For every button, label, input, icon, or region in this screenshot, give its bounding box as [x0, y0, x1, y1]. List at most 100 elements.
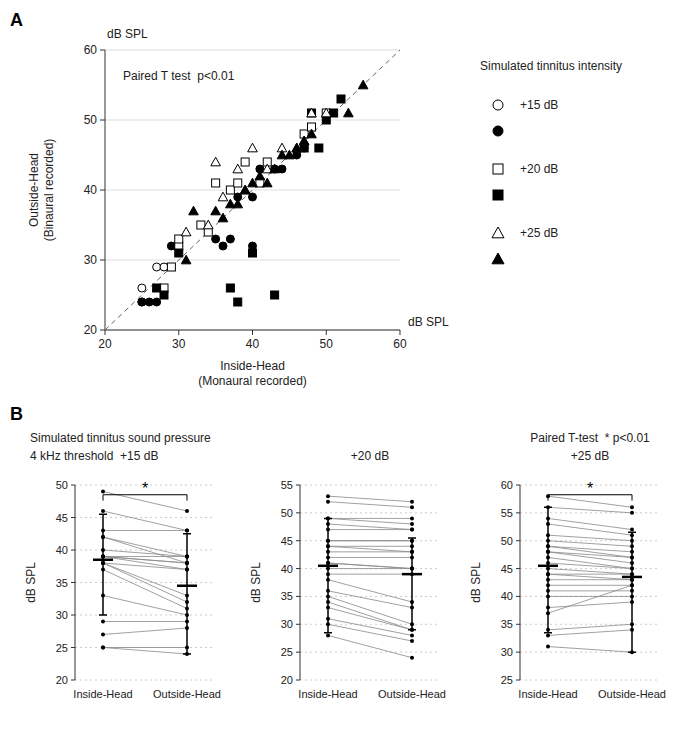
point [410, 516, 414, 520]
panel-b-subplot: 20253035404550Inside-HeadOutside-HeaddB … [10, 404, 221, 700]
y-tick [296, 485, 300, 486]
point [160, 263, 168, 271]
pair-line [548, 647, 632, 653]
legend-marker [493, 164, 503, 174]
y-tick-label: 25 [281, 646, 293, 658]
y-tick-label: 30 [281, 618, 293, 630]
panel-a: 20304050602030405060Inside-Head(Monaural… [10, 10, 622, 388]
annotation: Paired T-test * p<0.01 [530, 431, 650, 445]
y-tick [71, 517, 75, 518]
pair-line [548, 602, 632, 608]
pair-line [548, 507, 632, 513]
point [226, 284, 234, 292]
y-tick [516, 540, 520, 541]
point [410, 528, 414, 532]
point [546, 645, 550, 649]
x-unit-label: dB SPL [408, 315, 449, 329]
x-axis-label: Inside-Head(Monaural recorded) [198, 359, 307, 388]
point [358, 80, 368, 89]
y-tick [516, 596, 520, 597]
point [145, 298, 153, 306]
x-tick-label: Inside-Head [73, 688, 132, 700]
legend-marker [493, 100, 503, 110]
grid-line [75, 615, 215, 616]
y-tick-label: 45 [281, 535, 293, 547]
pair-line [548, 579, 632, 580]
point [153, 298, 161, 306]
point [153, 284, 161, 292]
point [337, 95, 345, 103]
significance-label: * [142, 480, 148, 497]
y-tick [296, 652, 300, 653]
pair-line [103, 647, 187, 648]
point [175, 249, 183, 257]
series [181, 108, 331, 236]
y-tick [71, 615, 75, 616]
y-tick-label: 25 [501, 674, 513, 686]
y-tick-label: 50 [56, 479, 68, 491]
y-tick [296, 568, 300, 569]
point [410, 633, 414, 637]
pair-line [328, 580, 412, 602]
point [138, 284, 146, 292]
annotation: Paired T test p<0.01 [123, 69, 235, 83]
point [271, 165, 279, 173]
grid-line [75, 517, 215, 518]
y-axis-line [300, 485, 301, 680]
plot-area [93, 490, 197, 657]
point [218, 192, 228, 201]
pair-line [328, 563, 412, 569]
pair-line [328, 518, 412, 519]
pair-line [103, 563, 187, 596]
point [211, 157, 221, 166]
point [410, 528, 414, 532]
pair-line [328, 574, 412, 575]
pair-line [103, 550, 187, 557]
y-tick [71, 485, 75, 486]
point [307, 108, 317, 117]
x-tick-label: Outside-Head [598, 688, 666, 700]
y-tick-label: 45 [501, 563, 513, 575]
legend-label: +15 dB [520, 98, 558, 112]
y-tick [296, 540, 300, 541]
y-unit-label: dB SPL [107, 27, 148, 41]
x-tick-label: Inside-Head [518, 688, 577, 700]
pair-line [548, 574, 632, 575]
pair-line [103, 537, 187, 557]
y-tick [100, 120, 105, 121]
pair-line [548, 552, 632, 558]
pair-line [548, 524, 632, 535]
y-tick-label: 60 [501, 479, 513, 491]
point [101, 633, 105, 637]
point [255, 171, 265, 180]
legend-marker [493, 126, 503, 136]
point [326, 633, 330, 637]
y-tick-label: 25 [56, 642, 68, 654]
y-axis-line [520, 485, 521, 680]
point [233, 164, 243, 173]
pair-line [103, 530, 187, 531]
grid-line [520, 652, 660, 653]
x-tick-label: 50 [320, 337, 334, 351]
y-tick [100, 190, 105, 191]
point [307, 129, 317, 138]
y-tick-label: 40 [84, 183, 98, 197]
y-tick-label: 35 [501, 618, 513, 630]
pair-line [328, 502, 412, 508]
plot-area [538, 494, 642, 654]
x-tick-label: 30 [172, 337, 186, 351]
y-tick-label: 50 [501, 535, 513, 547]
pair-line [548, 496, 632, 507]
point [219, 242, 227, 250]
pair-line [103, 557, 187, 564]
sd-bar [324, 518, 332, 632]
pair-line [328, 635, 412, 657]
pair-line [548, 546, 632, 552]
grid-line [105, 50, 400, 51]
grid-line [300, 568, 440, 569]
pair-line [328, 602, 412, 630]
point [212, 179, 220, 187]
point [344, 108, 354, 117]
pair-line [103, 511, 187, 531]
point [410, 500, 414, 504]
